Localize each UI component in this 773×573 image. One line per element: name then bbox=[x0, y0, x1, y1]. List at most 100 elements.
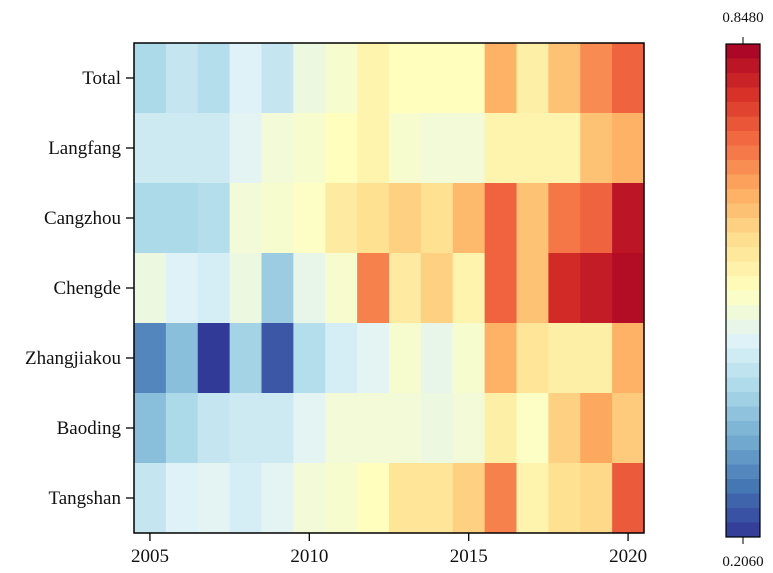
heatmap-cell bbox=[420, 43, 454, 114]
heatmap-cell bbox=[134, 463, 167, 534]
heatmap-cells bbox=[134, 43, 645, 534]
heatmap-cell bbox=[612, 43, 645, 114]
heatmap-cell bbox=[165, 183, 199, 254]
heatmap-cell bbox=[516, 43, 549, 114]
heatmap-cell bbox=[484, 463, 518, 534]
heatmap-cell bbox=[357, 463, 390, 534]
heatmap-cell bbox=[484, 43, 518, 114]
heatmap-cell bbox=[165, 323, 199, 394]
heatmap-cell bbox=[516, 113, 549, 184]
heatmap-cell bbox=[165, 113, 199, 184]
heatmap-cell bbox=[612, 463, 645, 534]
heatmap-cell bbox=[420, 113, 454, 184]
heatmap-cell bbox=[165, 43, 199, 114]
x-tick-label: 2010 bbox=[290, 546, 328, 567]
y-tick-label: Tangshan bbox=[48, 488, 121, 509]
heatmap-cell bbox=[420, 323, 454, 394]
colorbar-band bbox=[726, 493, 760, 509]
colorbar-band bbox=[726, 87, 760, 103]
colorbar-band bbox=[726, 421, 760, 436]
heatmap-cell bbox=[612, 253, 645, 324]
heatmap-cell bbox=[548, 183, 581, 254]
heatmap-cell bbox=[389, 113, 422, 184]
heatmap-cell bbox=[548, 253, 581, 324]
heatmap-cell bbox=[293, 393, 326, 464]
colorbar-band bbox=[726, 348, 760, 364]
heatmap-cell bbox=[452, 463, 486, 534]
heatmap-cell bbox=[325, 183, 358, 254]
heatmap-cell bbox=[134, 183, 167, 254]
heatmap-cell bbox=[420, 253, 454, 324]
heatmap-cell bbox=[197, 463, 231, 534]
heatmap-cell bbox=[325, 323, 358, 394]
heatmap-cell bbox=[357, 253, 390, 324]
heatmap-cell bbox=[580, 183, 613, 254]
colorbar-band bbox=[726, 508, 760, 523]
heatmap-cell bbox=[134, 113, 167, 184]
colorbar-band bbox=[726, 116, 760, 132]
y-axis: Total Langfang Cangzhou Chengde Zhangjiakou B… bbox=[25, 68, 134, 509]
heatmap-cell bbox=[165, 393, 199, 464]
heatmap-cell bbox=[389, 463, 422, 534]
colorbar-band bbox=[726, 406, 760, 422]
colorbar-min-label: 0.2060 bbox=[722, 554, 763, 570]
heatmap-cell bbox=[420, 393, 454, 464]
heatmap-cell bbox=[580, 323, 613, 394]
colorbar-band bbox=[726, 261, 760, 277]
y-tick-label: Zhangjiakou bbox=[25, 348, 122, 369]
colorbar-band bbox=[726, 189, 760, 204]
heatmap-cell bbox=[197, 323, 231, 394]
colorbar-band bbox=[726, 203, 760, 219]
heatmap-cell bbox=[357, 183, 390, 254]
colorbar-band bbox=[726, 145, 760, 161]
heatmap-cell bbox=[197, 113, 231, 184]
colorbar-band bbox=[726, 479, 760, 494]
heatmap-cell bbox=[612, 323, 645, 394]
colorbar-band bbox=[726, 58, 760, 74]
heatmap-cell bbox=[452, 183, 486, 254]
heatmap-cell bbox=[357, 43, 390, 114]
colorbar-band bbox=[726, 276, 760, 291]
colorbar-band bbox=[726, 247, 760, 262]
heatmap-cell bbox=[580, 393, 613, 464]
colorbar: 0.8480 0.2060 bbox=[722, 10, 763, 570]
colorbar-band bbox=[726, 435, 760, 451]
heatmap-cell bbox=[548, 113, 581, 184]
heatmap-cell bbox=[389, 323, 422, 394]
heatmap-cell bbox=[420, 463, 454, 534]
heatmap-cell bbox=[420, 183, 454, 254]
heatmap-cell bbox=[261, 183, 294, 254]
heatmap-cell bbox=[197, 253, 231, 324]
heatmap-cell bbox=[580, 463, 613, 534]
heatmap-cell bbox=[325, 463, 358, 534]
heatmap-cell bbox=[134, 393, 167, 464]
heatmap-cell bbox=[357, 323, 390, 394]
colorbar-bands bbox=[726, 44, 760, 538]
heatmap-cell bbox=[165, 463, 199, 534]
heatmap-cell bbox=[516, 183, 549, 254]
colorbar-band bbox=[726, 44, 760, 59]
colorbar-band bbox=[726, 334, 760, 349]
heatmap-cell bbox=[484, 113, 518, 184]
colorbar-band bbox=[726, 392, 760, 407]
x-axis: 2005 2010 2015 2020 bbox=[131, 533, 647, 567]
x-tick-label: 2020 bbox=[609, 546, 647, 567]
heatmap-cell bbox=[261, 463, 294, 534]
heatmap-cell bbox=[229, 393, 263, 464]
colorbar-max-label: 0.8480 bbox=[722, 10, 763, 26]
heatmap-cell bbox=[548, 463, 581, 534]
y-tick-label: Cangzhou bbox=[44, 208, 122, 229]
heatmap-cell bbox=[452, 43, 486, 114]
heatmap-cell bbox=[229, 183, 263, 254]
heatmap-cell bbox=[389, 393, 422, 464]
heatmap-cell bbox=[293, 323, 326, 394]
heatmap-cell bbox=[261, 393, 294, 464]
heatmap-cell bbox=[580, 253, 613, 324]
heatmap-cell bbox=[197, 183, 231, 254]
heatmap-cell bbox=[452, 393, 486, 464]
heatmap-cell bbox=[389, 43, 422, 114]
colorbar-band bbox=[726, 363, 760, 378]
colorbar-band bbox=[726, 102, 760, 117]
colorbar-band bbox=[726, 290, 760, 306]
